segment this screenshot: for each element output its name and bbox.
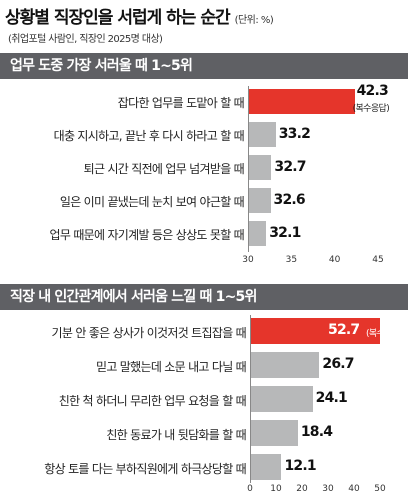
chart-title: 상황별 직장인을 서럽게 하는 순간 (단위: %): [5, 3, 274, 28]
category-label: 잡다한 업무를 도맡아 할 때: [117, 96, 245, 110]
category-label: 항상 토를 다는 부하직원에게 하극상당할 때: [44, 461, 246, 476]
x-tick-label: 0: [247, 484, 253, 494]
x-tick-label: 20: [296, 484, 308, 494]
value-label: 42.3: [356, 83, 389, 99]
multiple-response-note: (복수응답): [352, 104, 390, 114]
y-axis-line: [248, 86, 249, 252]
value-label: 24.1: [315, 390, 348, 406]
category-label: 친한 동료가 내 뒷담화를 할 때: [106, 427, 246, 442]
multiple-response-note: (복수응답): [366, 329, 403, 339]
category-label: 대충 지시하고, 끝난 후 다시 하라고 할 때: [53, 129, 245, 143]
bar-highlight: [251, 318, 380, 344]
bar: [251, 420, 298, 446]
bar-highlight: [249, 89, 355, 114]
bar: [249, 155, 272, 180]
x-tick-label: 10: [270, 484, 282, 494]
bar: [249, 221, 267, 246]
x-tick-label: 30: [242, 255, 254, 265]
source-note: (취업포털 사람인, 직장인 2025명 대상): [8, 34, 163, 45]
value-label: 32.6: [273, 192, 306, 208]
value-label: 33.2: [278, 126, 311, 142]
x-tick-label: 40: [348, 484, 360, 494]
category-label: 일은 이미 끝냈는데 눈치 보여 야근할 때: [59, 195, 245, 209]
bar: [251, 386, 313, 412]
bar: [249, 122, 276, 147]
section-1-header: 업무 도중 가장 서러울 때 1~5위: [0, 53, 408, 79]
category-label: 업무 때문에 자기계발 등은 상상도 못할 때: [49, 228, 245, 242]
bar: [249, 188, 271, 213]
x-tick-label: 40: [328, 255, 341, 265]
y-axis-line: [250, 315, 251, 483]
value-label: 32.1: [269, 225, 301, 241]
section-2-header: 직장 내 인간관계에서 서러움 느낄 때 1~5위: [0, 284, 408, 310]
category-label: 친한 척 하더니 무리한 업무 요청을 할 때: [58, 393, 247, 408]
bar: [251, 454, 282, 480]
value-label: 18.4: [300, 424, 333, 440]
x-tick-label: 35: [285, 255, 298, 265]
x-tick-label: 50: [374, 484, 386, 494]
bar: [251, 352, 320, 378]
x-tick-label: 45: [372, 255, 384, 265]
category-label: 믿고 말했는데 소문 내고 다닐 때: [96, 359, 247, 374]
unit-label: (단위: %): [234, 15, 274, 26]
category-label: 퇴근 시간 직전에 업무 넘겨받을 때: [83, 162, 245, 176]
value-label: 12.1: [284, 458, 316, 474]
value-label: 52.7: [328, 322, 360, 338]
category-label: 기분 안 좋은 상사가 이것저것 트집잡을 때: [51, 325, 247, 340]
value-label: 32.7: [274, 159, 306, 175]
value-label: 26.7: [322, 356, 354, 372]
x-tick-label: 30: [322, 484, 334, 494]
title-text: 상황별 직장인을 서럽게 하는 순간: [5, 8, 231, 28]
